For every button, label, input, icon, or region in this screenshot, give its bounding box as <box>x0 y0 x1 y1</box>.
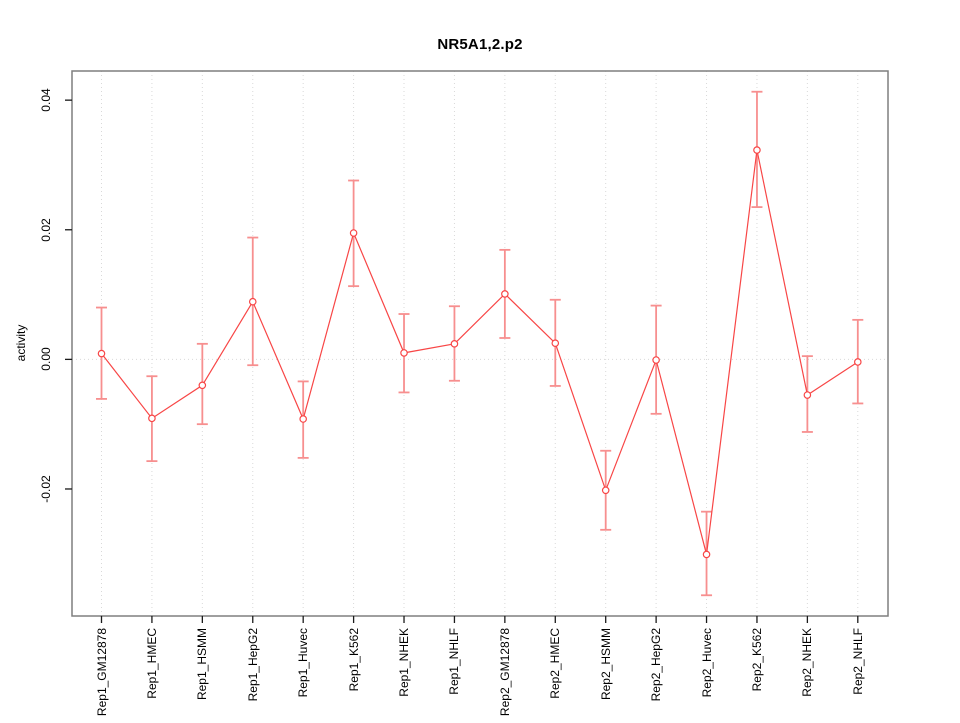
data-point <box>501 290 509 298</box>
data-point <box>853 358 862 366</box>
y-tick-label: 0.00 <box>39 347 53 372</box>
y-axis-title: activity <box>14 324 28 362</box>
x-category-label: Rep1_NHLF <box>447 628 462 695</box>
data-point <box>349 229 358 237</box>
y-tick-label: -0.02 <box>39 475 53 503</box>
x-category-label: Rep1_GM12878 <box>94 628 109 717</box>
x-category-label: Rep2_NHEK <box>800 628 815 697</box>
x-category-label: Rep1_K562 <box>346 628 361 692</box>
y-tick-label: 0.02 <box>39 218 53 242</box>
data-point <box>400 349 408 357</box>
data-point <box>198 381 207 390</box>
x-category-label: Rep1_Huvec <box>296 628 311 698</box>
plot-frame <box>71 70 889 617</box>
x-category-label: Rep2_Huvec <box>699 628 714 698</box>
data-point <box>97 349 106 358</box>
data-point <box>248 297 257 306</box>
x-category-label: Rep1_HMEC <box>144 628 159 699</box>
x-category-label: Rep2_K562 <box>749 628 764 692</box>
x-category-label: Rep1_HSMM <box>195 628 210 701</box>
x-category-label: Rep1_NHEK <box>397 628 412 697</box>
x-category-label: Rep1_HepG2 <box>245 628 260 702</box>
data-point <box>652 356 660 364</box>
x-category-label: Rep2_HepG2 <box>649 628 664 702</box>
x-category-label: Rep2_NHLF <box>850 628 865 695</box>
data-point <box>803 391 812 399</box>
series-line <box>101 149 859 555</box>
data-point <box>551 339 560 347</box>
data-point <box>702 550 711 559</box>
data-point <box>299 415 307 423</box>
x-category-label: Rep2_HMEC <box>548 628 563 699</box>
y-tick-label: 0.04 <box>39 88 53 112</box>
x-category-label: Rep2_GM12878 <box>497 628 512 717</box>
data-point <box>753 146 761 154</box>
data-point <box>450 340 459 348</box>
chart-title: NR5A1,2.p2 <box>437 36 523 53</box>
x-category-label: Rep2_HSMM <box>598 628 613 701</box>
data-point <box>148 414 156 423</box>
data-point <box>601 486 610 495</box>
